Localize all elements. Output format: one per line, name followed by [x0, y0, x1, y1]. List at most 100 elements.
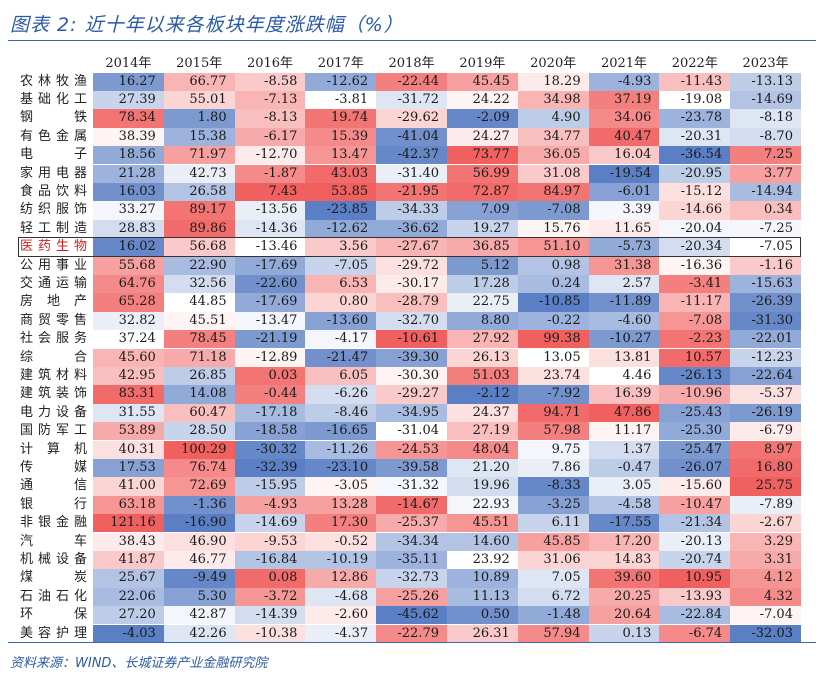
heatmap-cell: -6.74 [659, 624, 731, 643]
heatmap-cell: 17.20 [588, 532, 660, 551]
heatmap-cell: -3.05 [305, 477, 377, 496]
heatmap-cell: -4.17 [305, 330, 377, 349]
row-label: 石油石化 [20, 588, 87, 604]
heatmap-cell: -2.12 [447, 385, 518, 404]
heatmap-cell: 15.76 [517, 219, 589, 239]
row-label: 纺织服饰 [20, 202, 87, 218]
heatmap-cell: 26.58 [163, 182, 235, 202]
heatmap-cell: -5.73 [588, 238, 660, 257]
heatmap-cell: 31.55 [93, 403, 164, 423]
heatmap-cell: -4.93 [234, 495, 306, 515]
heatmap-cell: 24.37 [447, 403, 518, 423]
heatmap-cell: 26.13 [447, 348, 518, 367]
column-header: 2021年 [600, 56, 648, 71]
column-header: 2022年 [671, 56, 718, 71]
heatmap-cell: 76.74 [163, 458, 235, 478]
heatmap-cell: -8.70 [730, 127, 801, 147]
heatmap-cell: -26.13 [659, 366, 731, 386]
heatmap-cell: -0.44 [234, 385, 306, 404]
heatmap-cell: 40.47 [588, 127, 660, 147]
heatmap-cell: -8.13 [234, 109, 306, 128]
row-label: 有色金属 [20, 128, 87, 144]
heatmap-cell: 21.20 [447, 458, 518, 478]
row-label: 家用电器 [20, 165, 87, 181]
heatmap-cell: -10.27 [588, 330, 660, 349]
heatmap-cell: 23.92 [447, 550, 518, 570]
heatmap-cell: -31.30 [730, 311, 801, 331]
heatmap-cell: 42.87 [163, 606, 235, 625]
row-label: 轻工制造 [20, 220, 87, 236]
heatmap-cell: 8.97 [730, 440, 801, 459]
row-label: 银行 [20, 496, 87, 512]
heatmap-cell: 31.08 [517, 164, 589, 183]
heatmap-cell: -32.03 [730, 624, 801, 643]
heatmap-cell: 16.39 [588, 385, 660, 404]
heatmap-cell: -13.13 [730, 72, 801, 91]
heatmap-cell: 57.98 [517, 422, 589, 441]
heatmap-cell: -31.04 [376, 422, 447, 441]
heatmap-cell: -31.72 [376, 90, 447, 110]
heatmap-cell: 45.60 [93, 348, 164, 367]
heatmap-cell: -20.04 [659, 219, 731, 239]
heatmap-cell: -10.19 [305, 550, 377, 570]
heatmap-cell: -26.19 [730, 403, 801, 423]
heatmap-cell: 121.16 [93, 514, 164, 533]
heatmap-cell: -4.03 [93, 624, 164, 643]
heatmap-cell: 89.17 [163, 201, 235, 220]
heatmap-cell: 38.43 [93, 532, 164, 551]
row-label: 煤炭 [20, 570, 87, 586]
row-label: 社会服务 [20, 331, 87, 347]
heatmap-cell: -30.30 [376, 366, 447, 386]
row-label: 钢铁 [20, 110, 87, 126]
heatmap-cell: -12.62 [305, 219, 377, 239]
heatmap-cell: -27.67 [376, 238, 447, 257]
heatmap-cell: -25.37 [376, 514, 447, 533]
heatmap-cell: 25.67 [93, 569, 164, 588]
heatmap-cell: -20.34 [659, 238, 731, 257]
heatmap-cell: 24.22 [447, 90, 518, 110]
heatmap-cell: -10.85 [517, 293, 589, 312]
heatmap-cell: -6.79 [730, 422, 801, 441]
heatmap-cell: 4.32 [730, 587, 801, 607]
heatmap-cell: -2.09 [447, 109, 518, 128]
heatmap-cell: 40.31 [93, 440, 164, 459]
heatmap-cell: 1.37 [588, 440, 660, 459]
heatmap-cell: 6.53 [305, 274, 377, 294]
heatmap-cell: 22.93 [447, 495, 518, 515]
heatmap-cell: 7.86 [517, 458, 589, 478]
heatmap-cell: 18.29 [517, 72, 589, 91]
heatmap-cell: 78.34 [93, 109, 164, 128]
heatmap-cell: -21.95 [376, 182, 447, 202]
heatmap-cell: 41.87 [93, 550, 164, 570]
column-header: 2018年 [388, 56, 435, 71]
heatmap-cell: 4.12 [730, 569, 801, 588]
heatmap-cell: -7.08 [659, 311, 731, 331]
row-label: 汽车 [20, 533, 87, 549]
heatmap-cell: 2.57 [588, 274, 660, 294]
heatmap-cell: 65.28 [93, 293, 164, 312]
heatmap-cell: -2.60 [305, 606, 377, 625]
heatmap-cell: 0.34 [730, 201, 801, 220]
heatmap-cell: -22.60 [234, 274, 306, 294]
heatmap-cell: -14.94 [730, 182, 801, 202]
heatmap-cell: -6.17 [234, 127, 306, 147]
row-label: 商贸零售 [20, 312, 87, 328]
heatmap-cell: 13.28 [305, 495, 377, 515]
heatmap-cell: -31.32 [376, 477, 447, 496]
heatmap-cell: 32.56 [163, 274, 235, 294]
heatmap-cell: -3.81 [305, 90, 377, 110]
row-label: 建筑材料 [20, 367, 87, 383]
heatmap-cell: 15.39 [305, 127, 377, 147]
heatmap-cell: 1.80 [163, 109, 235, 128]
row-label: 公用事业 [20, 257, 87, 273]
heatmap-cell: -1.48 [517, 606, 589, 625]
heatmap-cell: -2.67 [730, 514, 801, 533]
heatmap-cell: -22.44 [376, 72, 447, 91]
heatmap-cell: 99.38 [517, 330, 589, 349]
heatmap-cell: -16.36 [659, 256, 731, 275]
heatmap-cell: -14.39 [234, 606, 306, 625]
heatmap-cell: -19.08 [659, 90, 731, 110]
heatmap-cell: 17.53 [93, 458, 164, 478]
heatmap-cell: 4.46 [588, 366, 660, 386]
heatmap-cell: -7.05 [305, 256, 377, 275]
